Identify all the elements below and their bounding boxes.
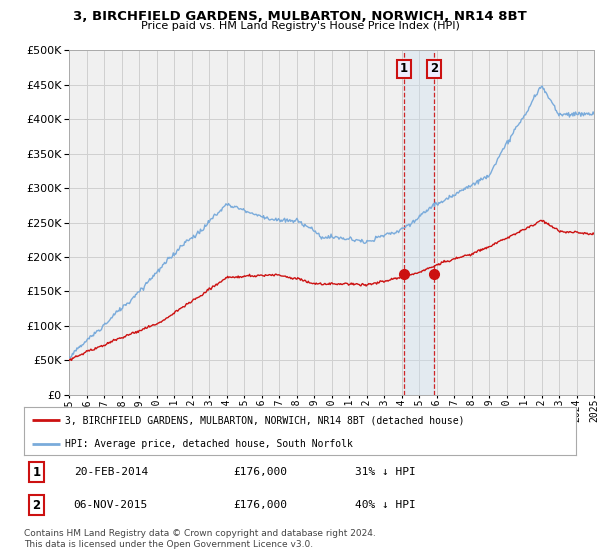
Text: 3, BIRCHFIELD GARDENS, MULBARTON, NORWICH, NR14 8BT: 3, BIRCHFIELD GARDENS, MULBARTON, NORWIC… xyxy=(73,10,527,22)
Text: 2: 2 xyxy=(430,63,438,76)
Bar xyxy=(404,50,434,395)
Text: 20-FEB-2014: 20-FEB-2014 xyxy=(74,467,148,477)
Text: Price paid vs. HM Land Registry's House Price Index (HPI): Price paid vs. HM Land Registry's House … xyxy=(140,21,460,31)
Text: Contains HM Land Registry data © Crown copyright and database right 2024.
This d: Contains HM Land Registry data © Crown c… xyxy=(24,529,376,549)
Text: 1: 1 xyxy=(400,63,408,76)
Text: 40% ↓ HPI: 40% ↓ HPI xyxy=(355,500,416,510)
Text: 2: 2 xyxy=(32,498,40,512)
Text: 31% ↓ HPI: 31% ↓ HPI xyxy=(355,467,416,477)
Text: 3, BIRCHFIELD GARDENS, MULBARTON, NORWICH, NR14 8BT (detached house): 3, BIRCHFIELD GARDENS, MULBARTON, NORWIC… xyxy=(65,416,465,426)
Text: 1: 1 xyxy=(32,465,40,479)
Text: £176,000: £176,000 xyxy=(234,467,288,477)
Text: 06-NOV-2015: 06-NOV-2015 xyxy=(74,500,148,510)
Text: £176,000: £176,000 xyxy=(234,500,288,510)
Text: HPI: Average price, detached house, South Norfolk: HPI: Average price, detached house, Sout… xyxy=(65,439,353,449)
